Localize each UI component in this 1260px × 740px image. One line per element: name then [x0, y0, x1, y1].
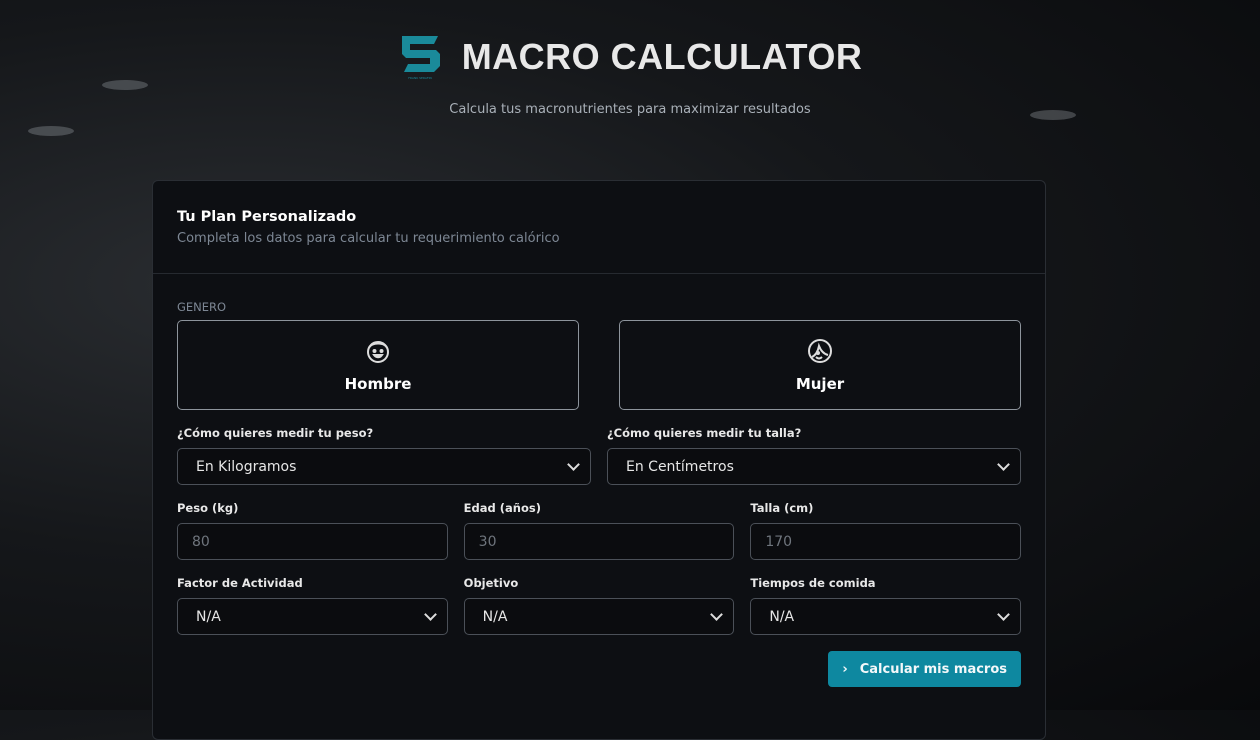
man-face-icon: [367, 341, 389, 363]
page-header: FRANK SERAFIN MACRO CALCULATOR Calcula t…: [0, 34, 1260, 117]
background-light: [1030, 110, 1076, 120]
goal-value: N/A: [482, 608, 508, 625]
weight-unit-label: ¿Cómo quieres medir tu peso?: [177, 426, 374, 440]
weight-unit-value: En Kilogramos: [196, 458, 297, 475]
chevron-down-icon: [997, 457, 1010, 471]
goal-select[interactable]: N/A: [463, 598, 735, 635]
logo: FRANK SERAFIN: [401, 36, 440, 80]
weight-unit-select[interactable]: En Kilogramos: [177, 448, 591, 485]
calculate-button[interactable]: › Calcular mis macros: [828, 651, 1021, 687]
age-input[interactable]: 30: [463, 523, 735, 560]
chevron-down-icon: [567, 457, 580, 471]
gender-label: GENERO: [177, 300, 227, 314]
page-subtitle: Calcula tus macronutrientes para maximiz…: [449, 102, 811, 117]
goal-label: Objetivo: [463, 576, 519, 590]
chevron-down-icon: [710, 607, 724, 621]
activity-select[interactable]: N/A: [177, 598, 448, 635]
plan-card: Tu Plan Personalizado Completa los datos…: [152, 180, 1046, 740]
chevron-down-icon: [423, 607, 437, 621]
activity-value: N/A: [196, 608, 221, 625]
height-unit-select[interactable]: En Centímetros: [607, 448, 1021, 485]
height-label: Talla (cm): [750, 501, 814, 515]
background-light: [28, 126, 74, 136]
card-title: Tu Plan Personalizado: [177, 209, 357, 225]
gender-option-label: Mujer: [795, 375, 845, 393]
gender-option-hombre[interactable]: Hombre: [177, 320, 579, 410]
age-label: Edad (años): [463, 501, 541, 515]
age-placeholder: 30: [478, 533, 497, 550]
height-unit-label: ¿Cómo quieres medir tu talla?: [607, 426, 802, 440]
meals-select[interactable]: N/A: [750, 598, 1022, 635]
weight-input[interactable]: 80: [177, 523, 448, 560]
chevron-right-icon: ›: [842, 661, 848, 677]
svg-text:FRANK SERAFIN: FRANK SERAFIN: [408, 76, 432, 80]
height-placeholder: 170: [765, 533, 793, 550]
calculate-button-label: Calcular mis macros: [859, 661, 1007, 677]
activity-label: Factor de Actividad: [177, 576, 303, 590]
height-unit-value: En Centímetros: [626, 458, 734, 475]
page-title: MACRO CALCULATOR: [461, 36, 863, 77]
chevron-down-icon: [997, 607, 1010, 621]
weight-placeholder: 80: [192, 533, 210, 550]
meals-label: Tiempos de comida: [750, 576, 876, 590]
gender-option-mujer[interactable]: Mujer: [619, 320, 1021, 410]
card-description: Completa los datos para calcular tu requ…: [177, 231, 560, 246]
height-input[interactable]: 170: [750, 523, 1022, 560]
background-light: [102, 80, 148, 90]
woman-face-icon: [808, 339, 832, 363]
weight-label: Peso (kg): [177, 501, 239, 515]
gender-option-label: Hombre: [344, 375, 412, 393]
meals-value: N/A: [769, 608, 795, 625]
